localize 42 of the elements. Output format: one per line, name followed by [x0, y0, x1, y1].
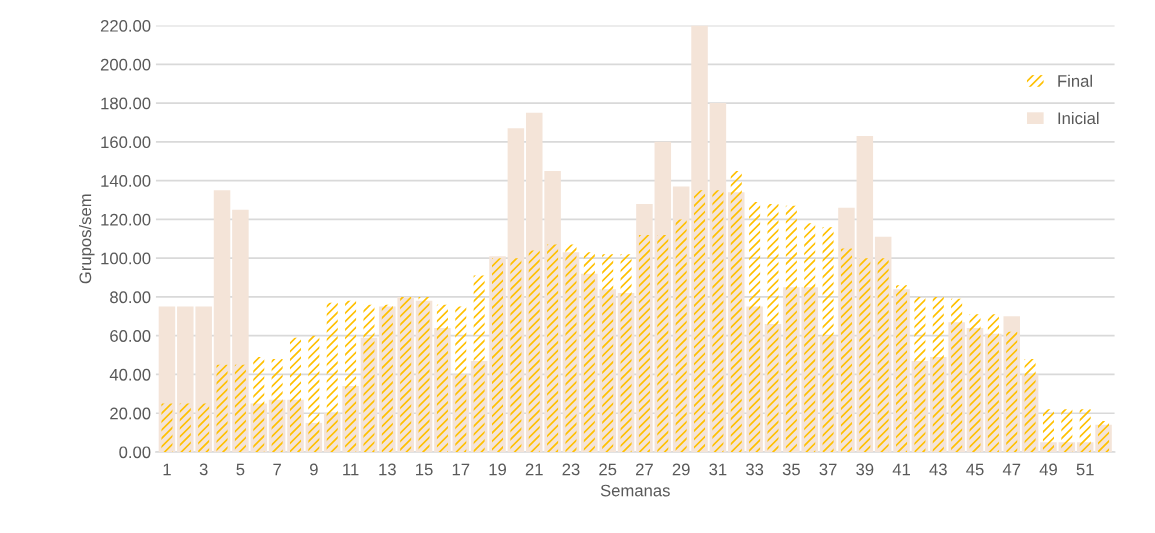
x-tick-label: 17 — [452, 463, 470, 476]
y-tick-label: 160.00 — [101, 136, 151, 149]
x-tick-label: 11 — [343, 463, 359, 476]
y-tick-label: 80.00 — [110, 291, 151, 304]
y-tick-label: 180.00 — [101, 97, 151, 110]
x-tick-label: 9 — [310, 463, 318, 476]
x-tick-label: 45 — [966, 463, 984, 476]
x-tick-label: 5 — [236, 463, 245, 476]
x-tick-label: 33 — [745, 463, 764, 476]
x-tick-label: 35 — [782, 463, 800, 476]
x-tick-label: 47 — [1002, 463, 1021, 476]
x-tick-label: 25 — [599, 463, 617, 476]
x-tick-label: 49 — [1039, 463, 1057, 476]
x-tick-label: 27 — [636, 463, 653, 476]
y-tick-label: 0.00 — [119, 446, 151, 459]
y-tick-label: 60.00 — [110, 330, 151, 342]
y-tick-label: 120.00 — [101, 213, 151, 226]
y-tick-label: 140.00 — [101, 175, 151, 187]
x-tick-label: 43 — [929, 463, 947, 476]
y-axis-title: Grupos/sem — [79, 194, 95, 284]
x-axis-title: Semanas — [600, 484, 670, 497]
y-tick-label: 40.00 — [109, 368, 151, 381]
x-tick-label: 19 — [489, 463, 506, 476]
x-tick-label: 3 — [199, 463, 208, 476]
x-tick-label: 41 — [892, 463, 910, 476]
x-tick-label: 29 — [672, 463, 690, 476]
y-tick-label: 220.00 — [100, 19, 151, 32]
y-tick-label: 200.00 — [100, 58, 151, 71]
legend-label: Inicial — [1058, 111, 1099, 125]
x-tick-label: 15 — [416, 463, 433, 476]
legend-label: Final — [1058, 74, 1092, 87]
x-tick-label: 31 — [709, 463, 727, 476]
x-tick-label: 23 — [562, 463, 580, 476]
x-tick-label: 7 — [273, 463, 281, 476]
x-tick-label: 51 — [1076, 463, 1094, 476]
y-tick-label: 20.00 — [110, 407, 151, 420]
y-tick-label: 100.00 — [101, 252, 151, 265]
x-tick-label: 13 — [379, 463, 396, 476]
x-tick-label: 37 — [819, 463, 837, 476]
x-tick-label: 39 — [856, 463, 874, 476]
x-tick-label: 21 — [525, 463, 543, 476]
x-tick-label: 1 — [163, 463, 171, 476]
